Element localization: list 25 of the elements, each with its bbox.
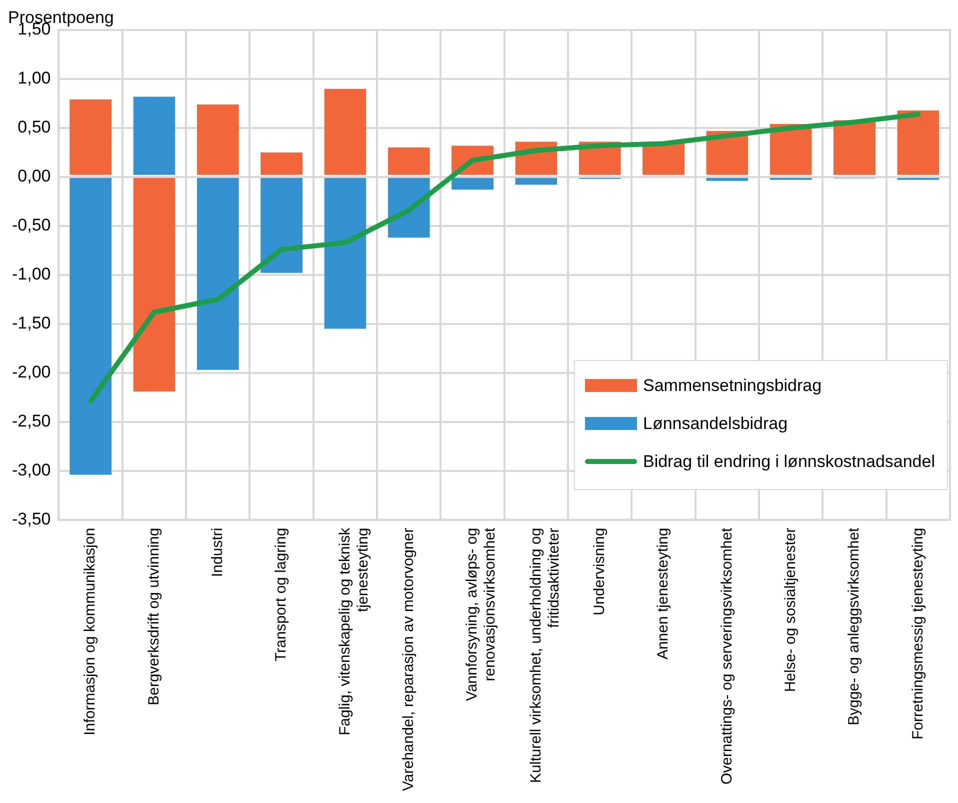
x-tick-label: Annen tjenesteyting <box>654 528 672 660</box>
x-tick-label: Bergverksdrift og utvinning <box>145 528 162 706</box>
x-tick-label: Bygge- og anleggsvirksomhet <box>846 526 863 726</box>
x-tick-label: Informasjon og kommunikasjon <box>82 528 99 736</box>
legend-label: Sammensetningsbidrag <box>642 376 822 396</box>
y-tick-label: -2,00 <box>12 362 51 382</box>
x-tick-label: Faglig, vitenskapelig og teknisk tjenesteyting <box>336 527 372 736</box>
y-tick-label: -2,50 <box>12 412 51 431</box>
x-tick-label: Overnattings- og serveringsvirksomhet <box>718 526 736 785</box>
legend-label: Bidrag til endring i lønnskostnadsandel <box>642 452 935 472</box>
y-tick-label: -3,50 <box>12 509 51 528</box>
y-tick-label: -0,50 <box>12 216 51 235</box>
y-tick-label: 0,50 <box>18 118 51 137</box>
x-tick-label: Forretningsmessig tjenesteyting <box>909 528 926 740</box>
y-tick-label: -3,00 <box>12 460 51 480</box>
y-tick-label: -1,00 <box>12 264 51 284</box>
x-tick-label: Varehandel, reparasjon av motorvogner <box>400 528 418 792</box>
y-tick-label: 1,00 <box>18 68 51 88</box>
x-tick-label: Undervisning <box>591 528 608 616</box>
x-tick-label: Transport og lagring <box>272 528 290 662</box>
y-tick-label: 0,00 <box>18 166 51 186</box>
y-tick-label: -1,50 <box>12 314 51 333</box>
x-tick-label: Helse- og sosialtjenester <box>782 528 799 692</box>
legend-label: Lønnsandelsbidrag <box>642 414 788 434</box>
x-tick-label: Industri <box>209 528 226 577</box>
